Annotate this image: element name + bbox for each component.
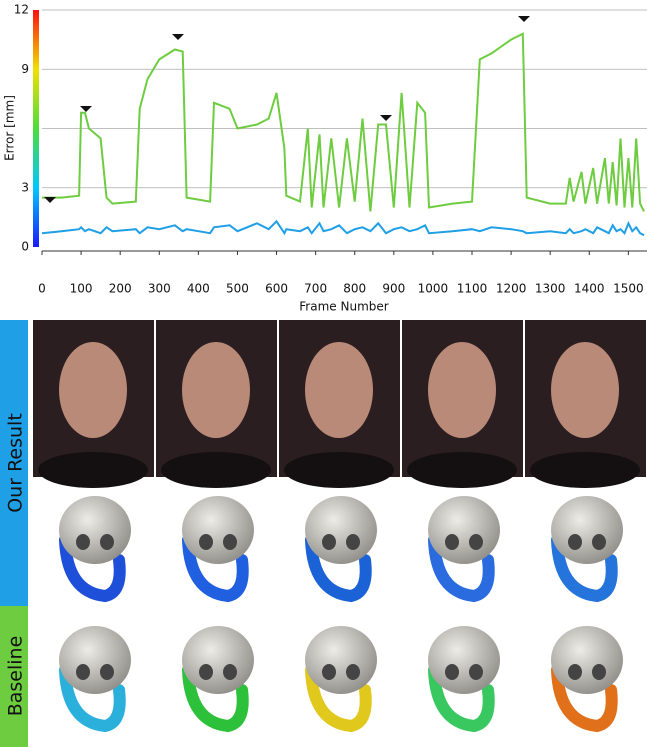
colorbar [33,10,39,247]
shirt [407,452,517,488]
eye [592,534,606,550]
x-tick-label: 700 [304,282,327,296]
skull [551,496,623,564]
eye [445,534,459,550]
eye [346,534,360,550]
y-tick-label: 0 [21,240,29,254]
series-line [42,221,644,235]
x-tick-label: 400 [187,282,210,296]
figure: Error [mm] Frame Number 0 3 9 12 0 100 200 300 4… [0,0,647,747]
eye [445,664,459,680]
x-tick-label: 1300 [535,282,566,296]
skull [59,496,131,564]
eye [469,664,483,680]
eye [322,664,336,680]
x-tick-label: 300 [148,282,171,296]
face [428,342,496,438]
face [182,342,250,438]
x-tick-label: 1500 [613,282,644,296]
x-tick-label: 900 [382,282,405,296]
eye [199,534,213,550]
eye [100,534,114,550]
x-tick-label: 200 [109,282,132,296]
face [59,342,127,438]
eye [568,664,582,680]
eye [592,664,606,680]
plot: 0 3 9 12 0 100 200 300 400 500 600 700 800 900 1000 110… [14,3,647,296]
shirt [161,452,271,488]
skull [305,496,377,564]
eye [223,664,237,680]
eye [346,664,360,680]
panel-label: Our Result [5,413,27,513]
eye [223,534,237,550]
x-tick-label: 600 [265,282,288,296]
y-tick-label: 9 [21,62,29,76]
eye [322,534,336,550]
face [305,342,373,438]
x-tick-label: 0 [38,282,46,296]
skull [305,626,377,694]
face [551,342,619,438]
skull [428,626,500,694]
eye [568,534,582,550]
skull [428,496,500,564]
eye [469,534,483,550]
x-tick-label: 800 [343,282,366,296]
x-tick-label: 500 [226,282,249,296]
y-tick-label: 3 [21,180,29,194]
skull [551,626,623,694]
skull [182,496,254,564]
image-grid [33,320,646,726]
eye [76,664,90,680]
shirt [38,452,148,488]
eye [199,664,213,680]
x-tick-label: 100 [70,282,93,296]
skull [59,626,131,694]
y-axis-label: Error [mm] [3,95,17,161]
x-tick-label: 1000 [418,282,449,296]
eye [76,534,90,550]
eye [100,664,114,680]
shirt [284,452,394,488]
peak-markers [44,16,530,203]
shirt [530,452,640,488]
skull [182,626,254,694]
x-tick-label: 1100 [457,282,488,296]
series-line [42,34,644,212]
panel-label: Baseline [5,636,27,717]
y-tick-label: 12 [14,3,29,17]
x-tick-label: 1200 [496,282,527,296]
x-axis-label: Frame Number [299,300,388,314]
x-tick-label: 1400 [574,282,605,296]
